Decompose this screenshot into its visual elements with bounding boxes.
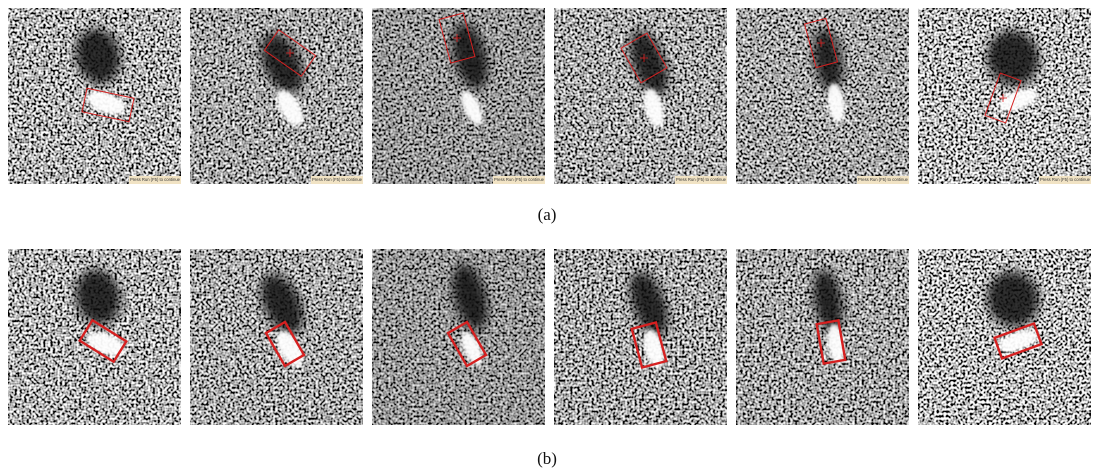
caption-a: (a) (538, 205, 557, 224)
overlay-text: Press Run (F5) to continue (130, 177, 181, 182)
sar-image (372, 249, 545, 425)
overlay-text: Press Run (F5) to continue (676, 177, 727, 182)
page: (a) (b) Press Run (F5) to continue Press … (0, 0, 1094, 475)
overlay-text: Press Run (F5) to continue (1040, 177, 1091, 182)
sar-image: Press Run (F5) to continue (736, 8, 909, 184)
figure: (a) (b) Press Run (F5) to continue Press … (0, 0, 1094, 475)
overlay-text: Press Run (F5) to continue (494, 177, 545, 182)
overlay-text: Press Run (F5) to continue (312, 177, 363, 182)
sar-image (190, 249, 363, 425)
sar-image: Press Run (F5) to continue (8, 8, 181, 184)
sar-image: Press Run (F5) to continue (190, 8, 363, 184)
sar-image (918, 249, 1091, 425)
sar-image (554, 249, 727, 425)
sar-image: Press Run (F5) to continue (372, 8, 545, 184)
sar-image (8, 249, 181, 425)
overlay-text: Press Run (F5) to continue (858, 177, 909, 182)
sar-image (736, 249, 909, 425)
sar-image: Press Run (F5) to continue (554, 8, 727, 184)
caption-b: (b) (537, 449, 557, 468)
sar-image: Press Run (F5) to continue (918, 8, 1091, 184)
